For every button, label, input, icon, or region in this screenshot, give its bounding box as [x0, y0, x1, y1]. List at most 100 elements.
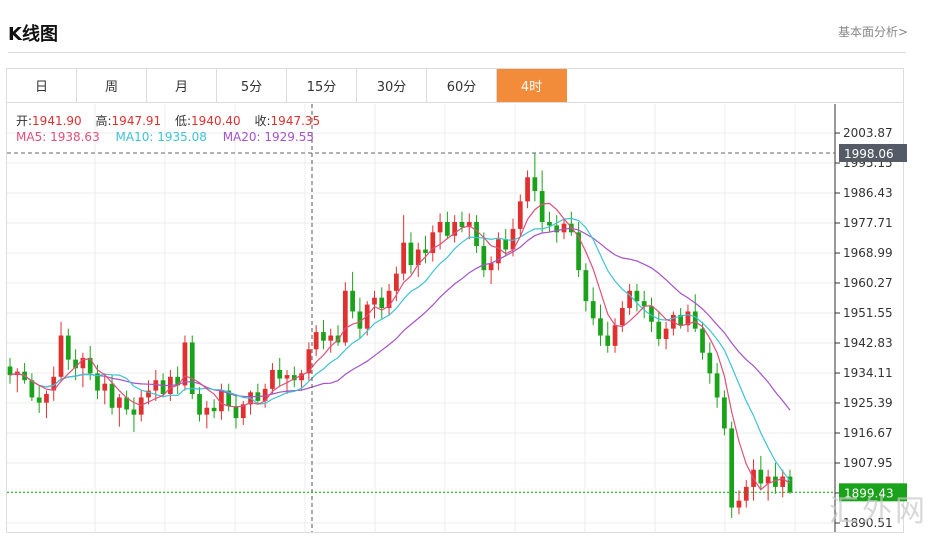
- candle-body: [561, 223, 567, 233]
- fundamental-analysis-link[interactable]: 基本面分析>: [837, 25, 908, 39]
- candle-body: [452, 222, 458, 236]
- candle-body: [51, 376, 57, 391]
- y-tick-label: 1951.55: [843, 306, 893, 320]
- timeframe-tabs: 日 周 月 5分 15分 30分 60分 4时: [6, 68, 904, 103]
- y-tick-label: 1968.99: [843, 246, 893, 260]
- candle-body: [539, 191, 545, 223]
- candle-body: [700, 328, 705, 353]
- candle-body: [182, 342, 188, 386]
- ma10-value: 1935.08: [157, 130, 207, 144]
- candle-body: [401, 242, 407, 274]
- candle-body: [357, 311, 363, 329]
- candle-body: [780, 476, 786, 487]
- candle-body: [415, 249, 421, 266]
- ma10-label: MA10:: [115, 130, 154, 144]
- candle-body: [7, 366, 13, 376]
- candle-body: [204, 407, 210, 415]
- tab-60min[interactable]: 60分: [427, 69, 497, 102]
- candle-body: [576, 232, 581, 271]
- candle-body: [299, 373, 304, 381]
- candle-body: [583, 270, 589, 302]
- candle-body: [510, 228, 516, 250]
- candle-body: [598, 318, 603, 336]
- candle-body: [423, 249, 428, 253]
- current-price-label: 1899.43: [844, 486, 894, 500]
- low-value: 1940.40: [191, 114, 241, 128]
- candle-body: [277, 369, 283, 379]
- candle-body: [226, 390, 232, 407]
- candle-body: [116, 397, 122, 408]
- tab-day[interactable]: 日: [7, 69, 77, 102]
- candle-body: [430, 232, 436, 253]
- tab-month[interactable]: 月: [147, 69, 217, 102]
- y-tick-label: 1977.71: [843, 216, 893, 230]
- candle-body: [729, 428, 735, 508]
- open-label: 开:: [16, 114, 33, 128]
- candle-body: [663, 328, 669, 339]
- candle-body: [342, 290, 348, 343]
- low-label: 低:: [175, 114, 192, 128]
- ma5-label: MA5:: [16, 130, 47, 144]
- candle-body: [547, 222, 552, 226]
- candle-body: [445, 222, 450, 236]
- high-price-label: 1998.06: [844, 147, 894, 161]
- tab-5min[interactable]: 5分: [217, 69, 287, 102]
- candle-body: [240, 404, 246, 419]
- candle-body: [160, 380, 166, 395]
- tab-week[interactable]: 周: [77, 69, 147, 102]
- ma20-label: MA20:: [222, 130, 261, 144]
- candle-body: [765, 476, 771, 484]
- candle-body: [634, 290, 640, 302]
- candle-body: [758, 469, 764, 484]
- candle-body: [379, 297, 385, 309]
- close-label: 收:: [254, 114, 271, 128]
- ma-readout: MA5: 1938.63 MA10: 1935.08 MA20: 1929.55: [16, 130, 326, 144]
- candle-body: [590, 301, 596, 319]
- y-tick-label: 1934.11: [843, 366, 893, 380]
- high-price-tag: [839, 143, 907, 162]
- candle-body: [714, 373, 720, 398]
- candle-body: [211, 407, 217, 412]
- ohlc-readout: 开:1941.90 高:1947.91 低:1940.40 收:1947.35: [16, 112, 320, 129]
- open-value: 1941.90: [32, 114, 82, 128]
- candle-body: [773, 476, 778, 487]
- tab-15min[interactable]: 15分: [287, 69, 357, 102]
- candle-body: [619, 308, 625, 326]
- y-tick-label: 1960.27: [843, 276, 893, 290]
- candle-body: [124, 397, 130, 410]
- candle-body: [321, 332, 326, 341]
- candle-body: [649, 306, 654, 322]
- candle-body: [36, 397, 42, 403]
- candle-body: [29, 380, 35, 398]
- candle-body: [678, 314, 684, 326]
- candle-body: [393, 273, 399, 291]
- candle-body: [131, 409, 137, 415]
- candle-body: [328, 335, 334, 341]
- candle-body: [408, 242, 414, 266]
- candle-body: [109, 383, 115, 408]
- ma20-readout: MA20: 1929.55: [223, 130, 314, 144]
- tab-30min[interactable]: 30分: [357, 69, 427, 102]
- candle-body: [627, 290, 632, 309]
- ma5-line: [9, 202, 791, 491]
- y-tick-label: 2003.87: [843, 126, 893, 140]
- page-title: K线图: [8, 24, 58, 45]
- candle-body: [270, 369, 275, 389]
- candle-body: [102, 383, 108, 391]
- candle-body: [743, 486, 749, 501]
- ma10-readout: MA10: 1935.08: [116, 130, 207, 144]
- tab-4h[interactable]: 4时: [497, 69, 567, 102]
- candle-body: [612, 325, 618, 346]
- candle-body: [641, 301, 647, 307]
- candle-body: [262, 388, 268, 401]
- candle-body: [95, 373, 100, 391]
- candle-body: [503, 239, 509, 250]
- candle-body: [73, 359, 78, 369]
- candle-body: [466, 222, 472, 228]
- high-value: 1947.91: [111, 114, 162, 128]
- candle-body: [481, 246, 487, 271]
- y-tick-label: 1907.95: [843, 456, 893, 470]
- candle-body: [219, 390, 224, 412]
- candle-body: [605, 335, 611, 346]
